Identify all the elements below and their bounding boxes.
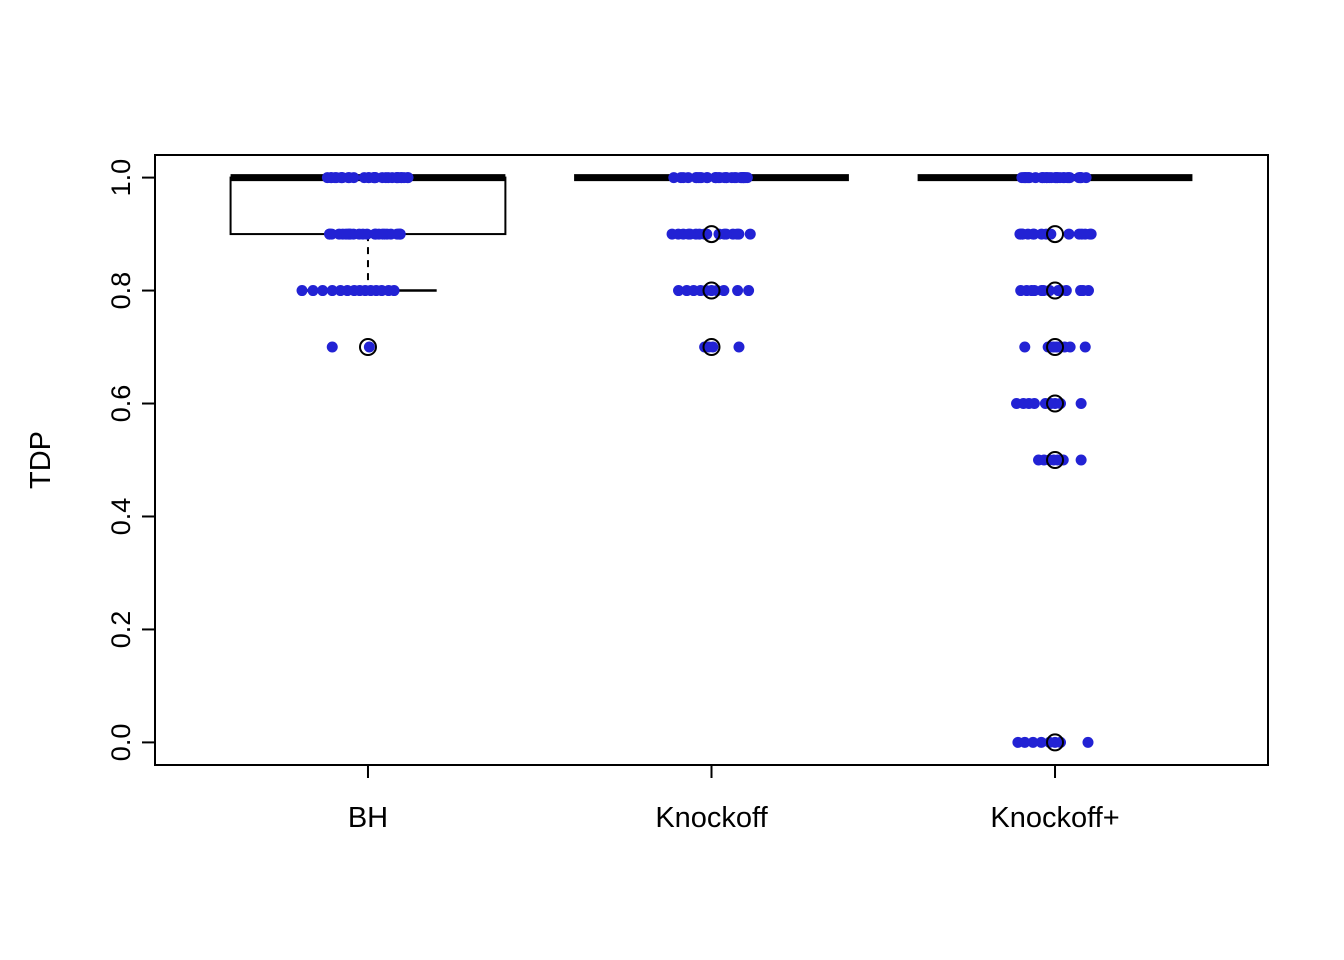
data-point	[1037, 285, 1049, 297]
outlier-circle	[702, 225, 721, 244]
outlier-circle	[1046, 451, 1065, 469]
chart-layer: 0.0 0.2 0.4 0.6 0.8 1.0 BH Knockoff Knockoff+	[106, 154, 1269, 834]
data-point	[1075, 398, 1087, 410]
data-point	[1082, 736, 1094, 748]
data-point	[321, 172, 333, 184]
outlier-circle	[1046, 281, 1065, 300]
outlier-circle	[702, 338, 721, 357]
data-point	[1079, 228, 1091, 240]
data-point	[1055, 736, 1067, 748]
data-point	[376, 228, 388, 240]
data-point	[1075, 454, 1087, 466]
data-point	[1079, 341, 1091, 353]
data-point	[743, 285, 755, 297]
data-point	[738, 172, 750, 184]
data-point	[707, 341, 719, 353]
data-point	[744, 228, 756, 240]
outlier-circle	[702, 281, 721, 300]
data-point	[718, 228, 730, 240]
data-point	[1038, 172, 1050, 184]
data-point	[1035, 736, 1047, 748]
data-point	[361, 228, 373, 240]
data-point	[368, 172, 380, 184]
data-point	[296, 285, 308, 297]
data-point	[326, 285, 338, 297]
data-point	[317, 285, 329, 297]
data-point	[1028, 228, 1040, 240]
data-point	[1055, 398, 1067, 410]
data-point	[1027, 736, 1039, 748]
data-point	[363, 341, 375, 353]
x-tick-label: Knockoff+	[990, 802, 1119, 834]
data-point	[1028, 285, 1040, 297]
y-axis-title: TDP	[25, 431, 57, 489]
data-point	[1019, 172, 1031, 184]
data-point	[1028, 398, 1040, 410]
y-tick-label: 0.0	[106, 724, 136, 762]
outlier-circle	[1046, 225, 1065, 244]
data-point	[1019, 341, 1031, 353]
data-point	[709, 172, 721, 184]
data-point	[718, 285, 730, 297]
y-tick-label: 0.8	[106, 272, 136, 310]
x-tick-label: Knockoff	[655, 802, 768, 834]
data-point	[391, 172, 403, 184]
x-tick-label: BH	[348, 802, 388, 834]
data-point	[1082, 285, 1094, 297]
data-point	[324, 228, 336, 240]
data-point	[1064, 341, 1076, 353]
data-point	[684, 228, 696, 240]
data-point	[733, 341, 745, 353]
y-tick-label: 1.0	[106, 159, 136, 197]
y-tick-label: 0.2	[106, 611, 136, 649]
data-point	[340, 228, 352, 240]
box-body	[229, 176, 507, 236]
data-point	[376, 172, 388, 184]
data-point	[732, 285, 744, 297]
data-point	[307, 285, 319, 297]
outlier-circle	[1046, 733, 1065, 752]
data-point	[1016, 228, 1028, 240]
data-point	[701, 172, 713, 184]
data-point	[719, 172, 731, 184]
data-point	[673, 285, 685, 297]
data-point	[1063, 228, 1075, 240]
data-point	[394, 228, 406, 240]
data-point	[326, 341, 338, 353]
data-point	[731, 228, 743, 240]
outlier-circle	[1046, 338, 1065, 357]
data-point	[353, 228, 365, 240]
data-point	[402, 172, 414, 184]
data-point	[1019, 736, 1031, 748]
outlier-circle	[1046, 394, 1065, 413]
data-point	[690, 172, 702, 184]
y-tick-label: 0.4	[106, 498, 136, 536]
data-point	[329, 172, 341, 184]
data-point	[388, 285, 400, 297]
data-point	[1021, 285, 1033, 297]
data-point	[1075, 172, 1087, 184]
data-point	[1063, 172, 1075, 184]
y-tick-label: 0.6	[106, 385, 136, 423]
data-point	[677, 172, 689, 184]
plot-border	[154, 154, 1269, 766]
outlier-circle	[358, 338, 377, 357]
